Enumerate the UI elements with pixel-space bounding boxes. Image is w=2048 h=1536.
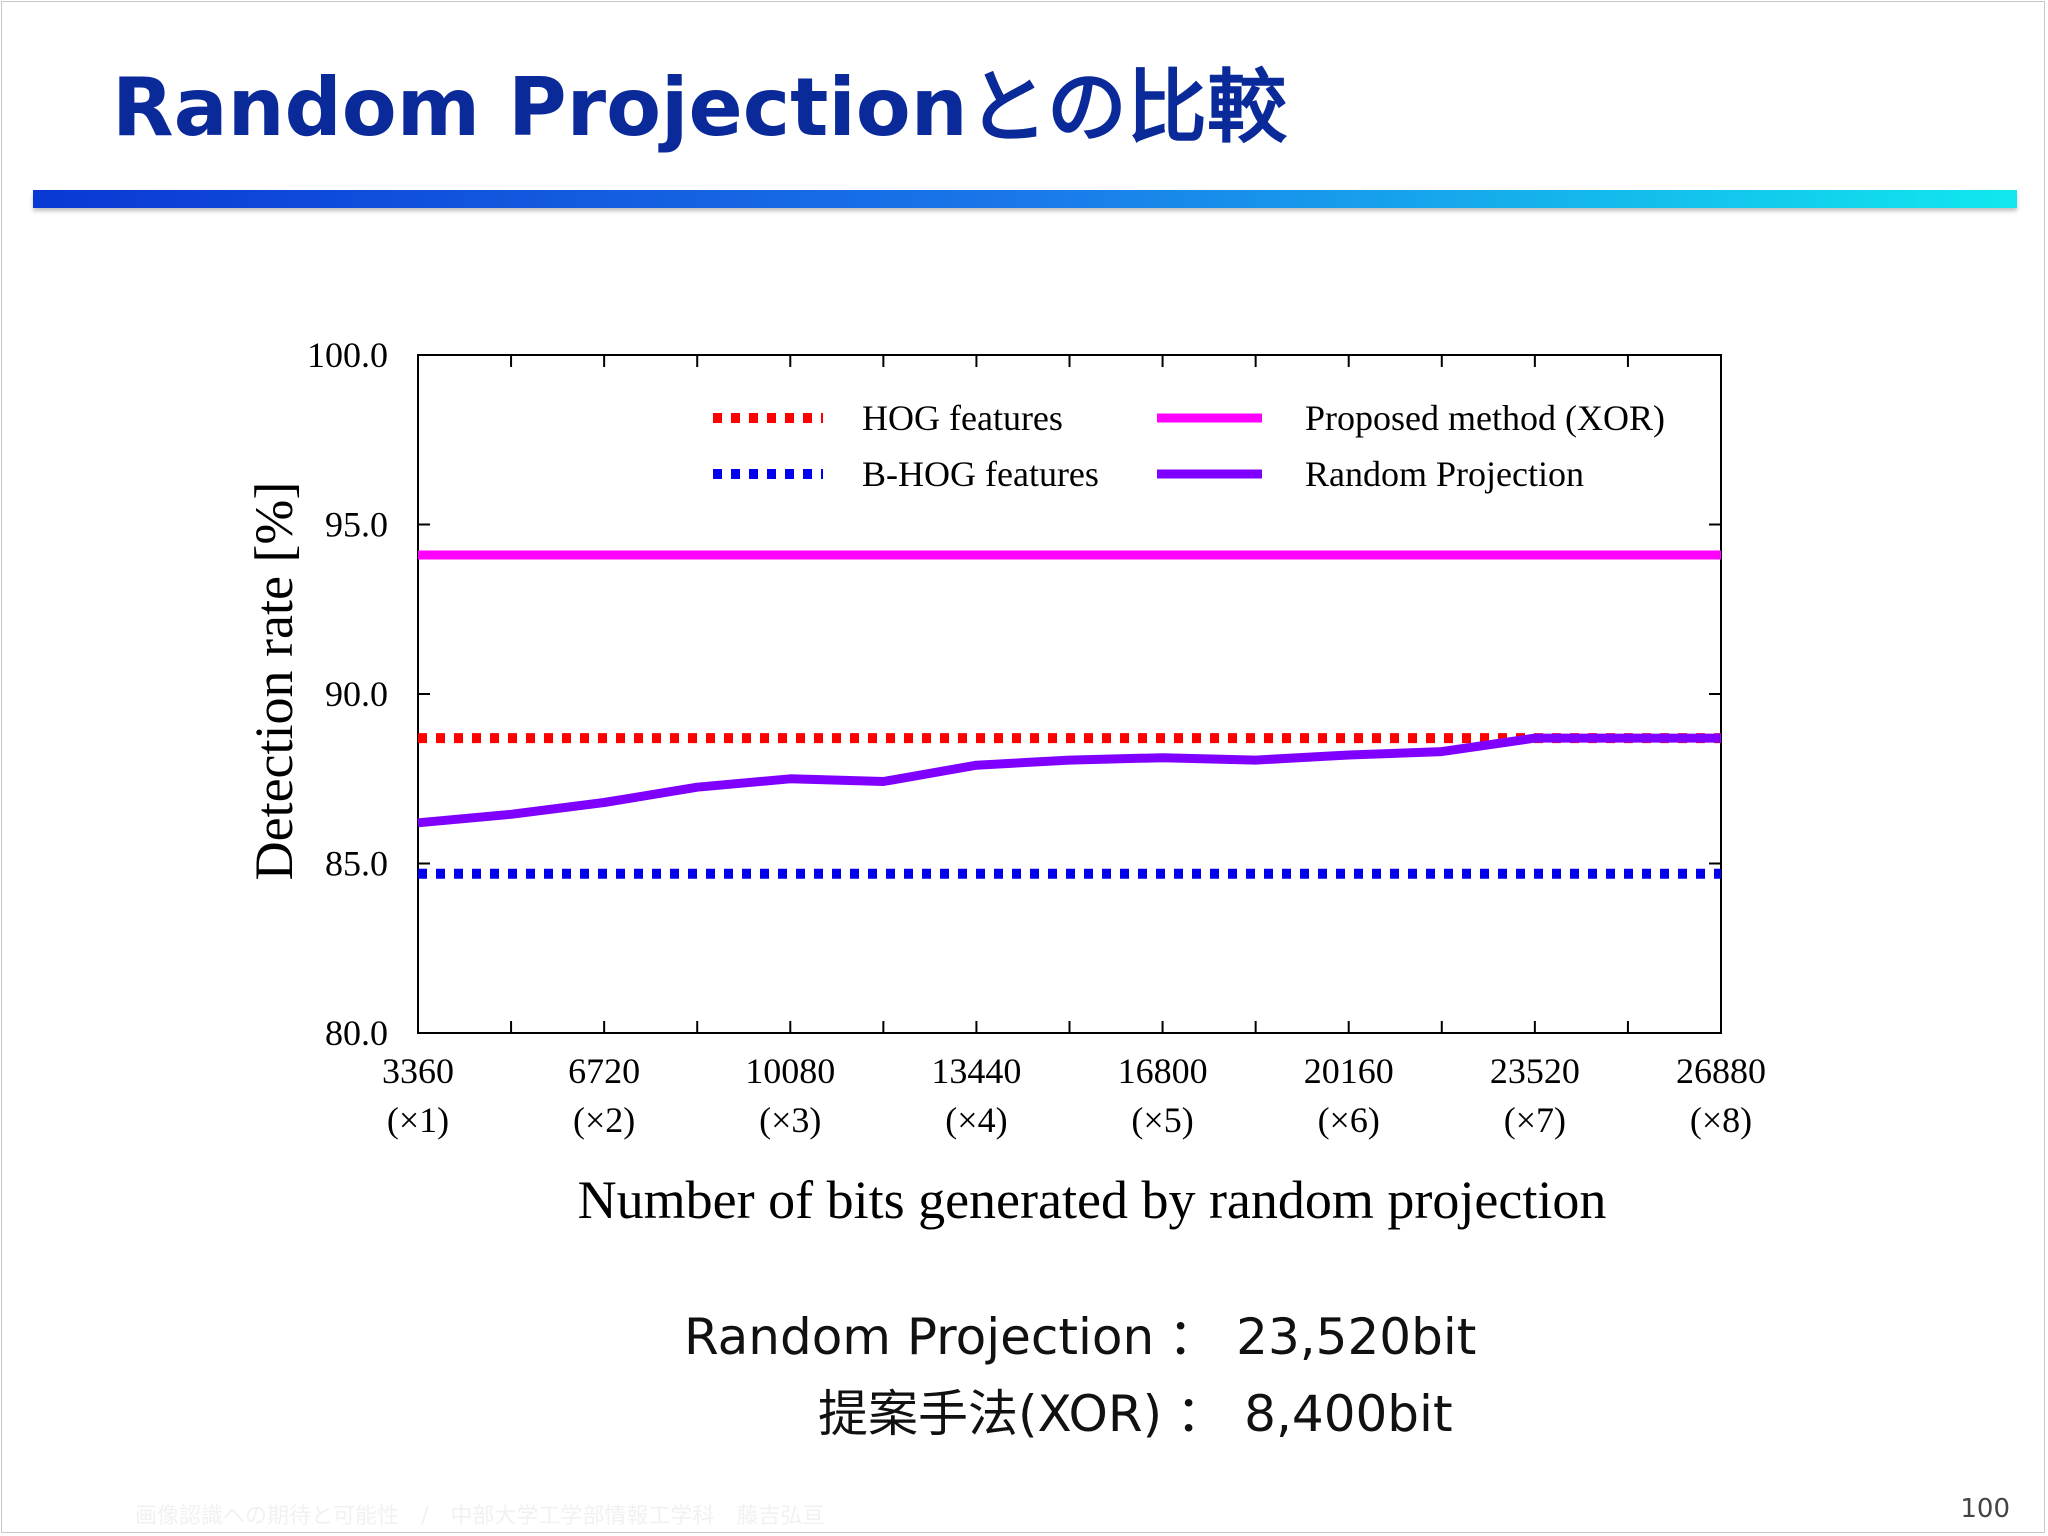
- legend-label-hog-features: HOG features: [862, 398, 1063, 438]
- legend-label-proposed-method-xor: Proposed method (XOR): [1305, 398, 1665, 438]
- footer-text: 画像認識への期待と可能性 / 中部大学工学部情報工学科 藤吉弘亘: [135, 1504, 825, 1529]
- x-tick-label: 10080: [745, 1051, 835, 1091]
- y-tick-label: 95.0: [325, 505, 388, 545]
- y-tick-label: 85.0: [325, 844, 388, 884]
- y-tick-label: 80.0: [325, 1013, 388, 1053]
- x-tick-sublabel: (×1): [387, 1100, 449, 1140]
- slide-title: Random Projectionとの比較: [112, 61, 1287, 154]
- legend-label-b-hog-features: B-HOG features: [862, 454, 1099, 494]
- x-tick-sublabel: (×7): [1504, 1100, 1566, 1140]
- x-axis-label: Number of bits generated by random proje…: [578, 1170, 1607, 1230]
- x-tick-label: 23520: [1490, 1051, 1580, 1091]
- title-underline: [33, 190, 2017, 208]
- x-tick-label: 20160: [1304, 1051, 1394, 1091]
- detection-rate-chart: 80.0 85.0 90.0 95.0 100.0 3360 (×1) 6720 (×2) 100…: [244, 335, 1766, 1230]
- summary-value: 23,520bit: [1236, 1308, 1477, 1366]
- summary-key: 提案手法(XOR): [818, 1385, 1163, 1443]
- summary-value: 8,400bit: [1244, 1385, 1453, 1443]
- summary-separator: ：: [1168, 1308, 1219, 1366]
- x-tick-sublabel: (×2): [573, 1100, 635, 1140]
- x-tick-label: 26880: [1676, 1051, 1766, 1091]
- x-tick-label: 3360: [382, 1051, 454, 1091]
- x-tick-label: 6720: [568, 1051, 640, 1091]
- x-tick-label: 13440: [931, 1051, 1021, 1091]
- summary-separator: ：: [1176, 1385, 1227, 1443]
- page-number: 100: [1960, 1494, 2010, 1524]
- y-tick-label: 100.0: [307, 335, 388, 375]
- y-tick-label: 90.0: [325, 674, 388, 714]
- summary-key: Random Projection: [684, 1308, 1155, 1366]
- x-tick-sublabel: (×6): [1318, 1100, 1380, 1140]
- x-tick-sublabel: (×3): [759, 1100, 821, 1140]
- series-line-random-projection: [417, 733, 1721, 828]
- x-tick-sublabel: (×4): [945, 1100, 1007, 1140]
- x-tick-sublabel: (×5): [1131, 1100, 1193, 1140]
- legend-label-random-projection: Random Projection: [1305, 454, 1584, 494]
- y-axis-label: Detection rate [%]: [244, 482, 304, 881]
- summary-line-random-projection: Random Projection： 23,520bit: [684, 1307, 1476, 1367]
- x-tick-label: 16800: [1118, 1051, 1208, 1091]
- x-tick-sublabel: (×8): [1690, 1100, 1752, 1140]
- summary-line-proposed: 提案手法(XOR)： 8,400bit: [818, 1384, 1453, 1444]
